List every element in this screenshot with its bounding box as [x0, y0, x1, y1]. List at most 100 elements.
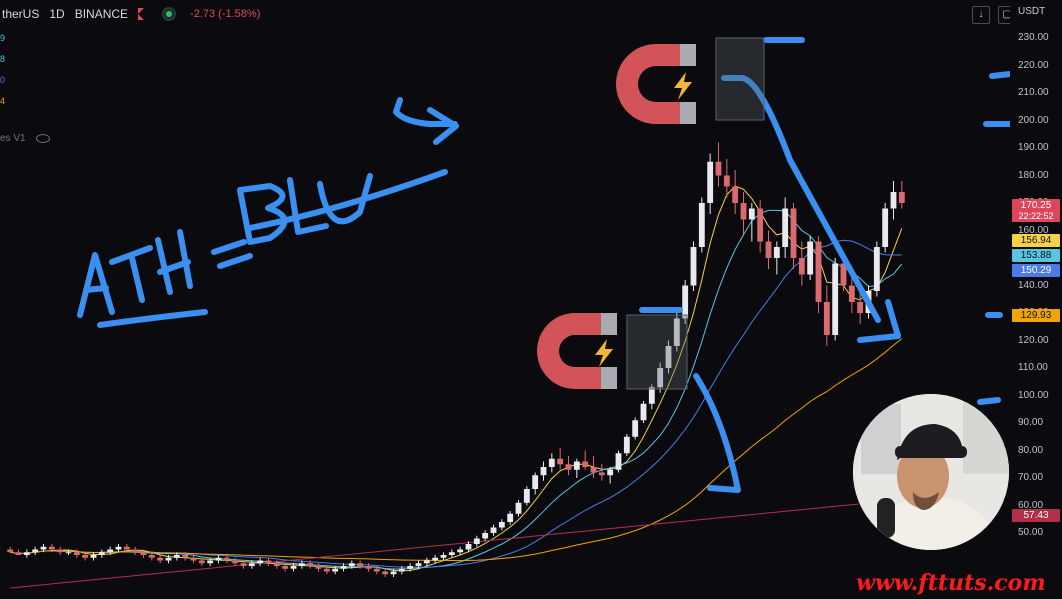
candle [323, 566, 330, 575]
candle [190, 555, 197, 564]
drawing-layer [77, 37, 1010, 493]
candle [473, 535, 480, 547]
candle [232, 557, 239, 566]
axis-tick-label: 160.00 [1018, 224, 1049, 236]
bar-countdown: 22:22:52 [1012, 211, 1060, 222]
axis-tick-label: 220.00 [1018, 59, 1049, 71]
candle [273, 560, 280, 569]
presenter-image [853, 394, 1009, 550]
candle [432, 555, 439, 564]
candle [815, 236, 822, 313]
indicator-values: 9 8 0 4 [0, 28, 5, 112]
candle [448, 549, 455, 558]
candle [123, 544, 130, 550]
candle [357, 560, 364, 569]
axis-tick-label: 70.00 [1018, 472, 1044, 483]
candle [373, 566, 380, 575]
candle [240, 560, 247, 569]
candle [898, 181, 905, 209]
candle [282, 563, 289, 572]
candle [32, 546, 39, 555]
ma-badge: 153.88 [1012, 249, 1060, 262]
candle [682, 280, 689, 324]
candle [115, 544, 122, 553]
candle [632, 417, 639, 440]
candle [382, 568, 389, 577]
indicator-value: 0 [0, 75, 6, 85]
ma-badge: 150.29 [1012, 264, 1060, 277]
candle [565, 456, 572, 476]
currency-label: USDT [1018, 6, 1046, 17]
candle [407, 563, 414, 572]
candle [57, 546, 64, 555]
flag-icon[interactable] [138, 8, 145, 20]
candle [515, 500, 522, 517]
candle [65, 549, 72, 555]
symbol-label[interactable]: therUS [2, 7, 40, 21]
price-axis[interactable] [1010, 0, 1062, 599]
candle [623, 434, 630, 456]
interval-label[interactable]: 1D [49, 7, 65, 21]
magnet-icon-top [616, 44, 696, 124]
candle [332, 566, 339, 575]
candle [615, 450, 622, 473]
candle [140, 549, 147, 558]
candle [307, 560, 314, 569]
candle [873, 241, 880, 297]
candle [557, 447, 564, 470]
candle [82, 552, 89, 561]
candle [757, 200, 764, 253]
candle [348, 560, 355, 569]
candle [73, 549, 80, 558]
candle [215, 555, 222, 564]
axis-tick-label: 230.00 [1018, 32, 1049, 43]
candle [707, 153, 714, 214]
candle [132, 546, 139, 555]
market-status-icon [162, 7, 177, 21]
ma-badge: 156.94 [1012, 234, 1060, 247]
candle [523, 486, 530, 506]
volume-label: es V1 [0, 133, 26, 144]
candle [607, 467, 614, 484]
candle [807, 236, 814, 280]
candle [490, 524, 497, 536]
candle [532, 472, 539, 495]
candle [223, 555, 230, 564]
candle [265, 557, 272, 566]
axis-tick-label: 90.00 [1018, 417, 1044, 428]
axis-tick-label: 140.00 [1018, 279, 1049, 291]
candle [315, 563, 322, 572]
candle [782, 197, 789, 258]
candle [548, 453, 555, 473]
candle [290, 563, 297, 572]
candle [765, 230, 772, 269]
axis-tick-label: 80.00 [1018, 444, 1044, 456]
candle [657, 362, 664, 393]
indicator-value: 4 [0, 96, 6, 106]
price-change: -2.73 (-1.58%) [190, 8, 261, 20]
candle [723, 159, 730, 198]
candle [573, 458, 580, 478]
candle [173, 552, 180, 561]
candle [798, 241, 805, 286]
candle [165, 555, 172, 564]
candle [148, 552, 155, 561]
axis-tick-label: 50.00 [1018, 527, 1044, 538]
axis-tick-label: 120.00 [1018, 334, 1049, 346]
candle [690, 241, 697, 291]
candle [15, 549, 22, 555]
candle [665, 340, 672, 374]
candle [7, 546, 14, 553]
watermark: www.fttuts.com [856, 570, 1046, 596]
candle [40, 544, 47, 553]
moving-average-line [10, 185, 903, 572]
eye-icon[interactable] [35, 133, 50, 143]
candle [182, 552, 189, 561]
candle [773, 241, 780, 275]
candle [732, 170, 739, 214]
download-icon[interactable]: ↓ [972, 6, 990, 24]
candle [207, 557, 214, 566]
candle [857, 291, 864, 324]
moving-average-line [10, 338, 903, 562]
chart-header: therUS 1D BINANCE -2.73 (-1.58%) ↓ ▢ [0, 0, 1062, 28]
